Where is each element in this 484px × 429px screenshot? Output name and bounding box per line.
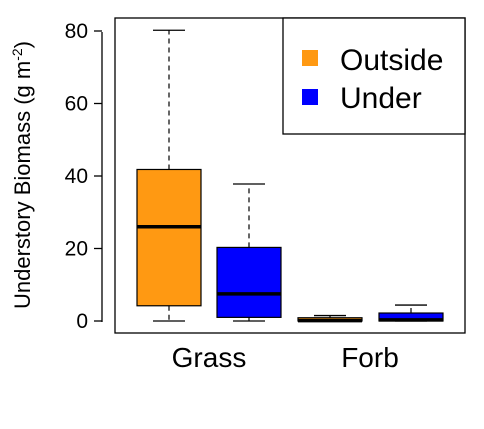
y-axis-title: Understory Biomass (g m-2) bbox=[9, 41, 35, 309]
y-tick-label-40: 40 bbox=[65, 165, 88, 188]
y-axis-title-main: Understory Biomass (g m bbox=[10, 61, 35, 309]
x-label-grass: Grass bbox=[172, 342, 247, 373]
legend-swatch-under bbox=[302, 89, 318, 105]
box-grass-under bbox=[216, 183, 282, 322]
legend-label-under: Under bbox=[340, 82, 422, 115]
x-axis-labels: Grass Forb bbox=[172, 342, 399, 373]
y-axis-title-sup: -2 bbox=[9, 48, 25, 61]
legend-swatch-outside bbox=[302, 50, 318, 66]
box-forb-under bbox=[378, 304, 444, 322]
y-tick-label-20: 20 bbox=[65, 238, 88, 261]
box-iqr bbox=[136, 168, 202, 307]
box-grass-outside bbox=[136, 29, 202, 322]
legend-box bbox=[282, 17, 466, 135]
box-forb-outside bbox=[297, 314, 363, 323]
box-iqr bbox=[216, 246, 282, 318]
y-tick-label-60: 60 bbox=[65, 93, 88, 116]
y-axis-title-close: ) bbox=[10, 41, 35, 48]
legend: Outside Under bbox=[282, 17, 466, 135]
y-axis-ticks: 0 20 40 60 80 bbox=[65, 20, 102, 333]
y-tick-label-80: 80 bbox=[65, 20, 88, 43]
legend-label-outside: Outside bbox=[340, 44, 443, 77]
y-tick-label-0: 0 bbox=[76, 310, 88, 333]
box-series bbox=[136, 29, 444, 323]
x-label-forb: Forb bbox=[341, 342, 399, 373]
